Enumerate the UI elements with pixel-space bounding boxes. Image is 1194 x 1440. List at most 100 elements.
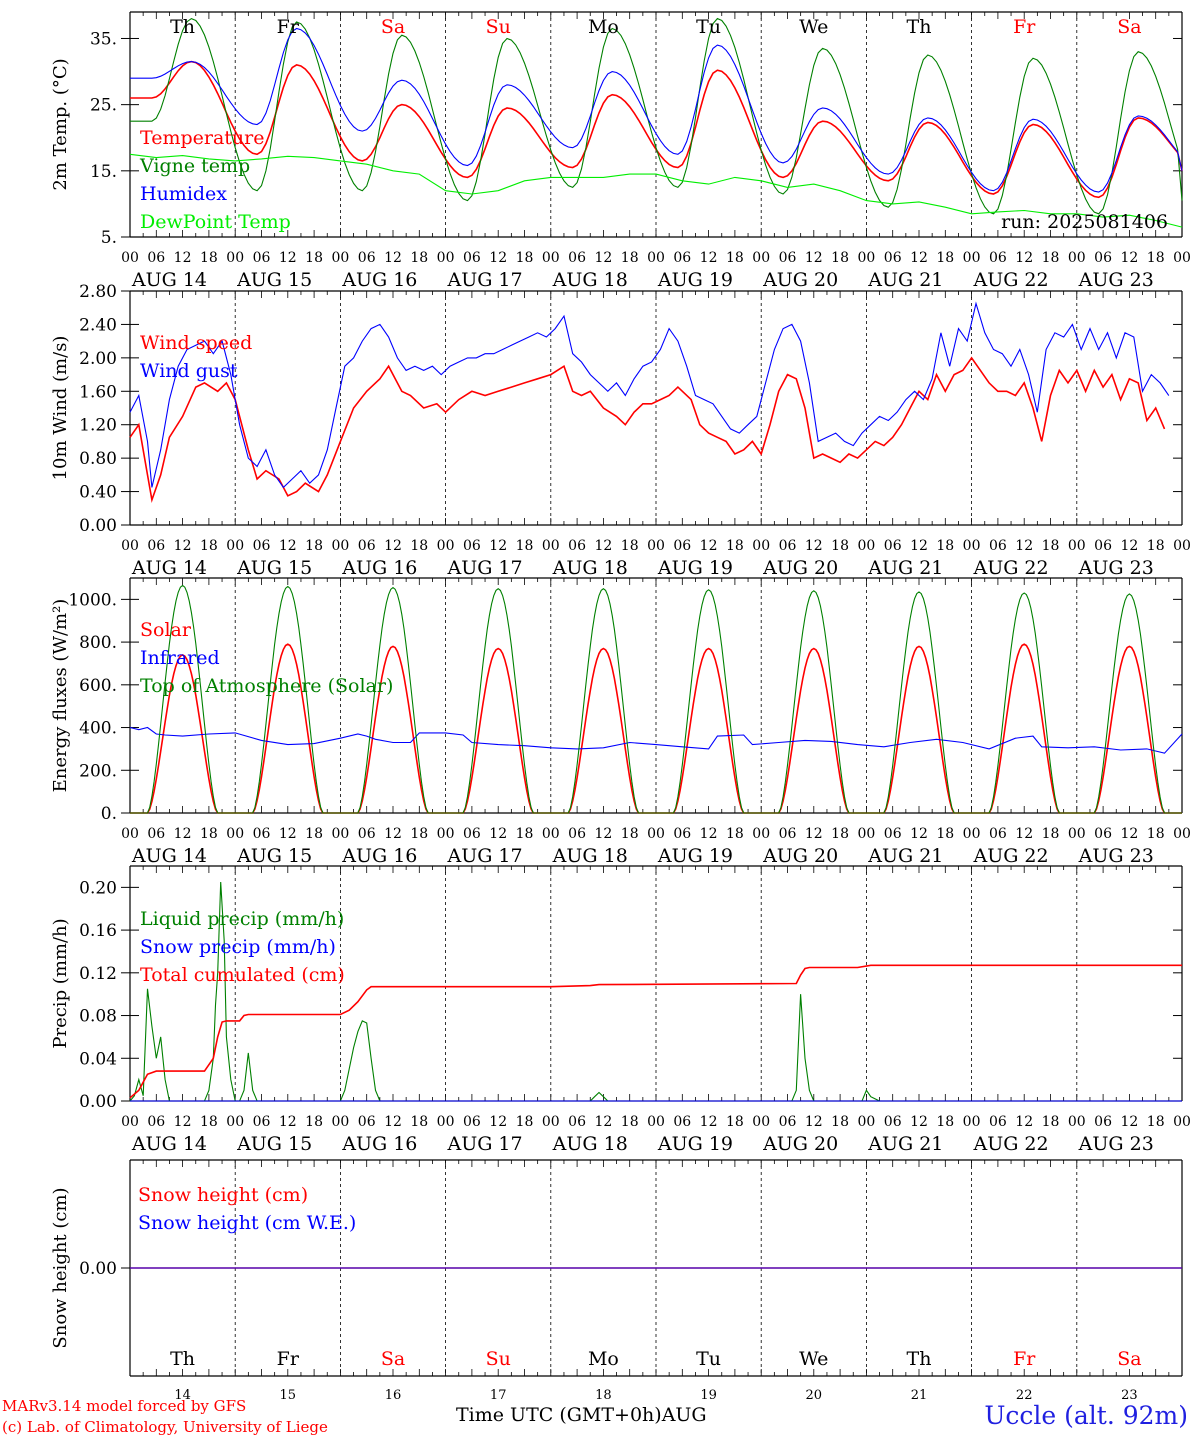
- hour-label: 06: [1094, 538, 1112, 554]
- hour-label: 12: [910, 250, 928, 266]
- hour-label: 12: [279, 250, 297, 266]
- hour-label: 18: [1042, 250, 1060, 266]
- date-label: AUG 21: [867, 557, 943, 579]
- day-name: Th: [907, 1348, 932, 1370]
- hour-label: 18: [831, 826, 849, 842]
- hour-label: 18: [726, 1114, 744, 1130]
- hour-label: 00: [331, 250, 349, 266]
- hour-label: 00: [752, 1114, 770, 1130]
- y-tick-label: 200.: [79, 761, 117, 781]
- hour-label: 12: [279, 826, 297, 842]
- day-name: We: [799, 16, 828, 38]
- y-tick-label: 0.00: [79, 516, 117, 536]
- hour-label: 06: [147, 826, 165, 842]
- credit-line-2: (c) Lab. of Climatology, University of L…: [2, 1418, 328, 1436]
- hour-label: 00: [857, 250, 875, 266]
- y-axis-title: 2m Temp. (°C): [50, 58, 71, 190]
- hour-label: 06: [568, 826, 586, 842]
- panel-4: 0.00 0.04 0.08 0.12 0.16 0.20 Precip (mm/h) Liq…: [50, 865, 1191, 1155]
- date-label: AUG 17: [446, 1133, 522, 1155]
- legend-entry: Top of Atmosphere (Solar): [140, 675, 393, 697]
- hour-label: 12: [279, 1114, 297, 1130]
- legend-entry: Liquid precip (mm/h): [140, 908, 344, 930]
- date-label: AUG 21: [867, 1133, 943, 1155]
- hour-label: 12: [489, 826, 507, 842]
- hour-label: 18: [936, 1114, 954, 1130]
- hour-label: 12: [174, 250, 192, 266]
- date-label: AUG 20: [762, 269, 838, 291]
- y-tick-label: 1.60: [79, 382, 117, 402]
- hour-label: 06: [253, 1114, 271, 1130]
- hour-label: 06: [884, 538, 902, 554]
- date-label: AUG 17: [446, 557, 522, 579]
- hour-label: 18: [1147, 250, 1165, 266]
- hour-label: 06: [253, 538, 271, 554]
- hour-label: 00: [437, 538, 455, 554]
- hour-label: 00: [647, 1114, 665, 1130]
- hour-label: 18: [305, 250, 323, 266]
- hour-label: 06: [568, 1114, 586, 1130]
- y-tick-label: 400.: [79, 719, 117, 739]
- hour-label: 00: [121, 1114, 139, 1130]
- hour-label: 00: [857, 826, 875, 842]
- hour-label: 00: [121, 538, 139, 554]
- hour-label: 18: [621, 250, 639, 266]
- day-name: Th: [170, 16, 195, 38]
- hour-label: 12: [700, 826, 718, 842]
- hour-label: 18: [831, 250, 849, 266]
- date-label: AUG 16: [341, 1133, 417, 1155]
- legend-entry: Humidex: [140, 183, 227, 205]
- hour-label: 12: [594, 538, 612, 554]
- hour-label: 12: [1120, 250, 1138, 266]
- hour-label: 00: [542, 538, 560, 554]
- day-name: Su: [486, 16, 511, 38]
- legend-entry: DewPoint Temp: [140, 211, 291, 233]
- hour-label: 12: [384, 538, 402, 554]
- date-label: AUG 15: [236, 269, 312, 291]
- hour-label: 00: [121, 250, 139, 266]
- date-label: AUG 22: [972, 269, 1048, 291]
- hour-label: 18: [410, 826, 428, 842]
- hour-label: 12: [910, 826, 928, 842]
- hour-label: 12: [384, 250, 402, 266]
- hour-label: 18: [1147, 538, 1165, 554]
- date-label: AUG 23: [1078, 269, 1154, 291]
- hour-label: 06: [779, 538, 797, 554]
- hour-label: 06: [884, 250, 902, 266]
- panel-3: 0. 200. 400. 600. 800. 1000.Energy fluxes (W/…: [50, 577, 1191, 867]
- hour-label: 18: [621, 538, 639, 554]
- day-name: Sa: [1117, 1348, 1141, 1370]
- hour-label: 18: [200, 826, 218, 842]
- day-number: 17: [490, 1388, 507, 1403]
- hour-label: 12: [1120, 1114, 1138, 1130]
- hour-label: 18: [936, 826, 954, 842]
- series-humidex: [130, 27, 1183, 193]
- y-tick-label: 2.80: [79, 282, 117, 302]
- hour-label: 06: [884, 826, 902, 842]
- hour-label: 00: [1068, 1114, 1086, 1130]
- y-tick-label: 5.: [101, 228, 117, 248]
- y-axis-title: Energy fluxes (W/m²): [50, 599, 71, 793]
- hour-label: 00: [857, 1114, 875, 1130]
- day-name: Fr: [1013, 1348, 1036, 1370]
- hour-label: 12: [279, 538, 297, 554]
- y-tick-label: 0.04: [79, 1049, 117, 1069]
- hour-label: 06: [989, 826, 1007, 842]
- day-name: Tu: [696, 16, 721, 38]
- series-wind-gust: [129, 301, 1170, 489]
- hour-label: 06: [147, 1114, 165, 1130]
- y-tick-label: 0.20: [79, 878, 117, 898]
- day-number: 20: [806, 1388, 823, 1403]
- date-label: AUG 21: [867, 269, 943, 291]
- y-axis-title: 10m Wind (m/s): [50, 336, 71, 481]
- day-name: Sa: [381, 1348, 405, 1370]
- date-label: AUG 18: [552, 557, 628, 579]
- hour-label: 12: [1015, 538, 1033, 554]
- y-tick-label: 2.40: [79, 315, 117, 335]
- hour-label: 18: [516, 538, 534, 554]
- hour-label: 00: [1173, 250, 1191, 266]
- date-label: AUG 20: [762, 1133, 838, 1155]
- hour-label: 12: [805, 250, 823, 266]
- date-label: AUG 23: [1078, 1133, 1154, 1155]
